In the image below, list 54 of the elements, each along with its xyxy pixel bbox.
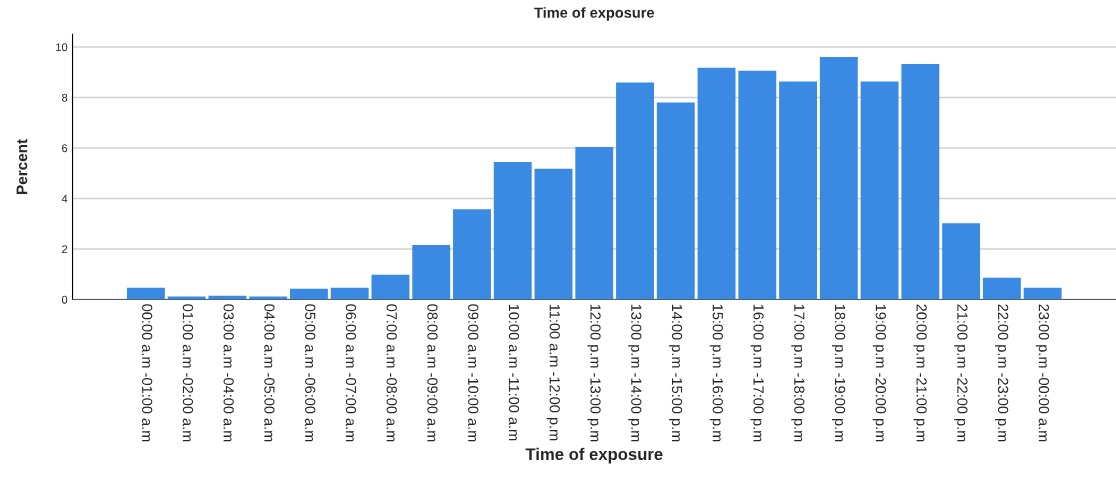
y-tick-label: 8 (61, 93, 68, 102)
x-tick-label: 22:00 p.m -23:00 p.m (995, 304, 1009, 442)
x-tick-label: 12:00 p.m -13:00 p.m (587, 304, 601, 442)
x-tick-label: 21:00 p.m -22:00 p.m (954, 304, 968, 442)
y-tick-label: 10 (56, 43, 68, 52)
bar (860, 81, 899, 300)
x-tick-label: 16:00 p.m -17:00 p.m (750, 304, 764, 442)
bar (697, 67, 736, 300)
bar (942, 223, 981, 300)
bar (493, 161, 532, 300)
x-tick-label: 19:00 p.m -20:00 p.m (872, 304, 886, 442)
x-tick-label: 00:00 a.m -01:00 a.m (141, 304, 153, 442)
bar (738, 70, 777, 300)
bar (330, 287, 369, 300)
y-tick-label: 2 (62, 245, 68, 254)
x-tick-label: 01:00 a.m -02:00 a.m (182, 304, 194, 442)
x-tick-label: 20:00 p.m -21:00 p.m (913, 304, 927, 442)
x-tick-label: 04:00 a.m -05:00 a.m (264, 304, 275, 442)
y-tick-label: 4 (61, 194, 68, 203)
y-tick-label: 0 (61, 295, 68, 304)
x-tick-label: 15:00 p.m -16:00 p.m (709, 304, 723, 442)
bar (453, 209, 491, 300)
bar (412, 244, 451, 300)
bar (167, 296, 206, 300)
bar (534, 168, 573, 300)
x-tick-label: 06:00 a.m -07:00 a.m (345, 304, 357, 442)
x-tick-label: 09:00 a.m -10:00 a.m (468, 304, 479, 442)
x-axis-title: Time of exposure (525, 447, 663, 464)
x-tick-label: 23:00 p.m -00:00 a.m (1035, 304, 1050, 442)
bar (249, 296, 288, 300)
x-tick-label: 10:00 a.m -11:00 a.m (508, 304, 520, 441)
x-tick-label: 11:00 a.m -12:00 p.m (546, 304, 560, 441)
bar (779, 81, 818, 300)
bar (819, 57, 858, 300)
bar (371, 274, 410, 300)
bar (575, 146, 614, 300)
x-tick-label: 05:00 a.m -06:00 a.m (305, 304, 316, 442)
x-tick-label: 17:00 p.m -18:00 p.m (791, 304, 805, 442)
x-tick-label: 08:00 a.m -09:00 a.m (427, 304, 438, 442)
x-tick-label: 07:00 a.m -08:00 a.m (386, 304, 397, 442)
bar (1023, 287, 1062, 300)
bar (126, 287, 165, 300)
bar (616, 82, 654, 300)
bar (656, 102, 695, 300)
bar (982, 277, 1021, 300)
bar (901, 63, 940, 300)
y-tick-label: 6 (62, 144, 68, 153)
x-tick-label: 13:00 p.m -14:00 p.m (628, 304, 642, 442)
y-axis-title: Percent (16, 139, 28, 194)
x-tick-label: 14:00 p.m -15:00 p.m (668, 304, 683, 442)
bar (290, 288, 328, 300)
chart-title: Time of exposure (534, 7, 655, 21)
x-tick-label: 03:00 a.m -04:00 a.m (223, 304, 234, 442)
x-tick-label: 18:00 p.m -19:00 p.m (832, 304, 846, 442)
